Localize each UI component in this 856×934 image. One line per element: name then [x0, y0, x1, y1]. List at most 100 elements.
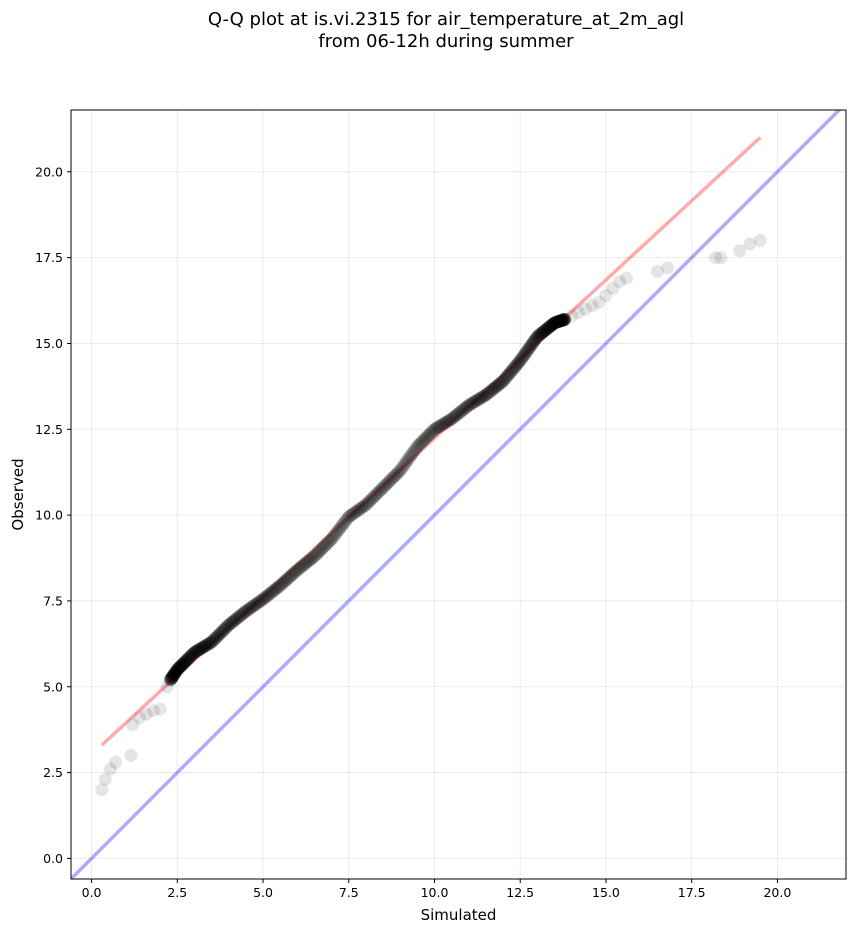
data-point [215, 625, 229, 639]
data-point [417, 433, 431, 447]
data-point [390, 467, 404, 481]
data-point [95, 783, 109, 797]
data-point [180, 653, 194, 667]
data-point [347, 506, 361, 520]
data-point [322, 535, 336, 549]
data-point [342, 510, 356, 524]
data-point [240, 604, 254, 618]
data-point [167, 667, 181, 681]
chart-title-block: Q-Q plot at is.vi.2315 for air_temperatu… [0, 9, 856, 53]
data-point [230, 611, 244, 625]
data-point [186, 647, 200, 661]
data-point [231, 611, 245, 625]
data-point [452, 406, 466, 420]
data-point [270, 581, 284, 595]
data-point [276, 576, 290, 590]
data-point [487, 381, 501, 395]
data-point [170, 663, 184, 677]
data-point [160, 680, 174, 694]
data-point [532, 328, 546, 342]
data-point [539, 322, 553, 336]
data-point [552, 314, 566, 328]
data-point [235, 608, 249, 622]
data-point [511, 356, 525, 370]
data-point [165, 671, 179, 685]
data-point [468, 394, 482, 408]
data-point [557, 313, 571, 327]
data-point [446, 411, 460, 425]
data-point [347, 506, 361, 520]
data-point [517, 348, 531, 362]
data-point [352, 503, 366, 517]
data-point [171, 661, 185, 675]
data-point [124, 748, 138, 762]
data-point [205, 634, 219, 648]
data-point [466, 396, 480, 410]
data-point [424, 425, 438, 439]
data-point [173, 660, 187, 674]
data-point [433, 419, 447, 433]
data-point [504, 364, 518, 378]
data-point [268, 583, 282, 597]
data-point [327, 530, 341, 544]
data-point [489, 380, 503, 394]
data-point [463, 398, 477, 412]
data-point [547, 316, 561, 330]
data-point [532, 328, 546, 342]
data-point [480, 387, 494, 401]
data-point [163, 673, 177, 687]
data-point [187, 646, 201, 660]
data-point [208, 632, 222, 646]
x-tick-label: 17.5 [678, 885, 706, 900]
data-point [512, 355, 526, 369]
data-point [266, 584, 280, 598]
data-point [613, 275, 627, 289]
data-point [271, 580, 285, 594]
data-point [753, 233, 767, 247]
data-point [166, 669, 180, 683]
data-point [355, 501, 369, 515]
data-point [416, 434, 430, 448]
data-point [173, 660, 187, 674]
data-point [518, 346, 532, 360]
data-point [336, 517, 350, 531]
data-point [477, 389, 491, 403]
data-point [225, 615, 239, 629]
data-point [172, 661, 186, 675]
data-point [490, 379, 504, 393]
data-point [278, 574, 292, 588]
data-point [365, 492, 379, 506]
data-point [488, 380, 502, 394]
data-point [188, 645, 202, 659]
data-point [361, 496, 375, 510]
data-point [289, 564, 303, 578]
data-point [531, 329, 545, 343]
data-point [199, 638, 213, 652]
data-point [177, 656, 191, 670]
x-tick-label: 5.0 [253, 885, 273, 900]
data-point [367, 489, 381, 503]
data-point [447, 410, 461, 424]
data-point [226, 615, 240, 629]
data-point [168, 666, 182, 680]
data-point [191, 643, 205, 657]
data-point [513, 353, 527, 367]
data-point [426, 424, 440, 438]
data-point [585, 299, 599, 313]
data-point [482, 386, 496, 400]
data-point [312, 545, 326, 559]
data-point [439, 416, 453, 430]
data-point [414, 436, 428, 450]
data-point [208, 631, 222, 645]
data-point [551, 315, 565, 329]
data-point [541, 321, 555, 335]
data-point [238, 605, 252, 619]
data-point [175, 658, 189, 672]
y-tick-label: 2.5 [43, 765, 63, 780]
data-point [244, 601, 258, 615]
data-point [190, 644, 204, 658]
data-point [292, 562, 306, 576]
data-point [508, 360, 522, 374]
data-point [436, 417, 450, 431]
data-point [343, 509, 357, 523]
